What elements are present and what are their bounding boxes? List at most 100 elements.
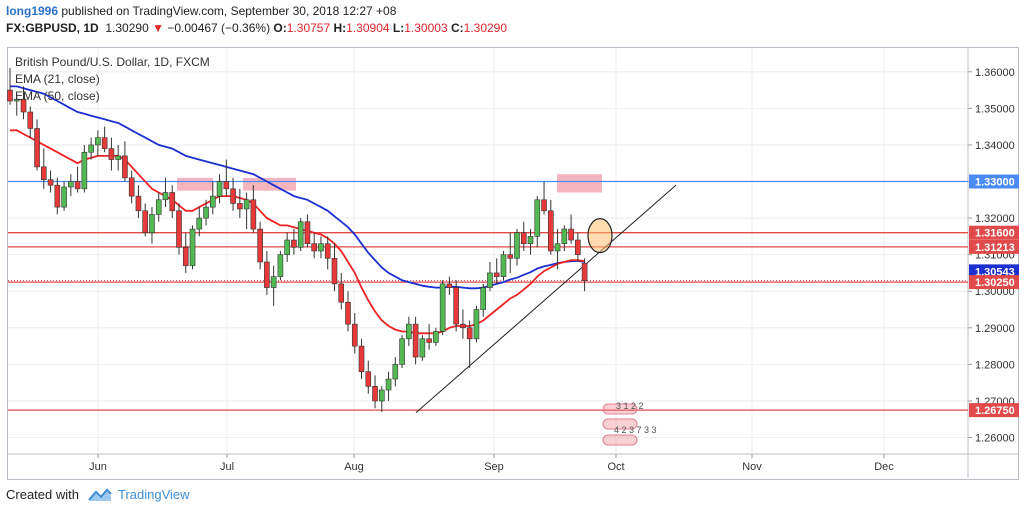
candle[interactable] xyxy=(554,243,561,252)
tradingview-brand[interactable]: TradingView xyxy=(117,487,190,502)
candle[interactable] xyxy=(412,323,419,358)
economic-event-icon[interactable] xyxy=(602,418,638,430)
candle[interactable] xyxy=(74,181,81,190)
candle[interactable] xyxy=(345,301,351,325)
candle[interactable] xyxy=(284,239,290,255)
candle[interactable] xyxy=(115,155,121,160)
candle[interactable] xyxy=(365,371,372,387)
candle[interactable] xyxy=(189,228,196,266)
candle[interactable] xyxy=(304,221,311,244)
candle[interactable] xyxy=(460,323,466,329)
resistance-zone[interactable] xyxy=(243,177,296,191)
candle[interactable] xyxy=(68,181,74,188)
candle[interactable] xyxy=(392,364,399,380)
candle[interactable] xyxy=(426,338,432,343)
candle[interactable] xyxy=(95,137,101,146)
candle[interactable] xyxy=(122,155,128,179)
candle[interactable] xyxy=(7,89,13,102)
candle[interactable] xyxy=(101,137,108,149)
candle[interactable] xyxy=(20,98,27,113)
candle[interactable] xyxy=(480,287,487,310)
candle[interactable] xyxy=(575,239,581,255)
candle[interactable] xyxy=(47,179,54,186)
candle[interactable] xyxy=(507,254,514,259)
candle[interactable] xyxy=(500,254,507,277)
candle[interactable] xyxy=(203,206,209,219)
candle[interactable] xyxy=(223,181,230,190)
candle[interactable] xyxy=(433,331,439,343)
candle[interactable] xyxy=(169,192,176,212)
candle[interactable] xyxy=(182,247,189,266)
legend-ema50[interactable]: EMA (50, close) xyxy=(15,89,100,103)
candle[interactable] xyxy=(108,148,115,160)
candle[interactable] xyxy=(243,199,250,210)
candle[interactable] xyxy=(128,177,135,197)
candle[interactable] xyxy=(34,128,40,168)
candle[interactable] xyxy=(493,272,500,277)
candle[interactable] xyxy=(399,338,405,365)
economic-event-icon[interactable] xyxy=(602,434,638,446)
candle[interactable] xyxy=(297,221,304,248)
candle[interactable] xyxy=(331,258,338,285)
candle[interactable] xyxy=(372,386,378,402)
candle[interactable] xyxy=(439,283,446,332)
resistance-zone[interactable] xyxy=(177,177,213,191)
candle[interactable] xyxy=(466,327,473,340)
economic-event-icon[interactable] xyxy=(602,403,638,415)
pattern-highlight-ellipse[interactable] xyxy=(587,218,613,254)
candle[interactable] xyxy=(230,188,236,204)
candle[interactable] xyxy=(453,287,459,325)
candle[interactable] xyxy=(264,261,270,288)
candle[interactable] xyxy=(135,195,142,212)
candle[interactable] xyxy=(27,111,34,129)
candle[interactable] xyxy=(446,283,453,288)
candle[interactable] xyxy=(176,210,182,248)
candle[interactable] xyxy=(419,338,426,358)
candle[interactable] xyxy=(534,199,541,237)
candle[interactable] xyxy=(514,232,520,259)
candle[interactable] xyxy=(257,228,263,263)
candle[interactable] xyxy=(318,243,324,252)
candle[interactable] xyxy=(378,389,385,402)
candle[interactable] xyxy=(338,283,345,303)
author-name[interactable]: long1996 xyxy=(6,4,59,18)
candle[interactable] xyxy=(216,181,223,197)
ema-price-tag-bg xyxy=(969,264,1019,279)
candle[interactable] xyxy=(210,195,216,208)
candle[interactable] xyxy=(61,186,67,208)
candle[interactable] xyxy=(250,199,257,230)
candle[interactable] xyxy=(88,144,94,153)
candle[interactable] xyxy=(473,309,480,340)
candle[interactable] xyxy=(40,166,47,180)
candle[interactable] xyxy=(291,239,297,248)
candle[interactable] xyxy=(561,228,568,244)
candle[interactable] xyxy=(81,151,88,190)
candle[interactable] xyxy=(162,192,169,201)
candle[interactable] xyxy=(142,210,148,234)
candle[interactable] xyxy=(581,263,588,281)
candle[interactable] xyxy=(13,98,20,102)
candle[interactable] xyxy=(196,217,203,230)
candle[interactable] xyxy=(311,243,318,252)
candle[interactable] xyxy=(568,228,574,241)
candle[interactable] xyxy=(527,236,534,244)
candle[interactable] xyxy=(541,199,547,212)
candle[interactable] xyxy=(54,184,61,208)
candle[interactable] xyxy=(406,323,412,340)
candle[interactable] xyxy=(547,210,554,252)
candle[interactable] xyxy=(270,276,277,288)
candle[interactable] xyxy=(324,243,331,259)
candle[interactable] xyxy=(149,214,155,234)
candle[interactable] xyxy=(237,203,243,210)
uptrend-line[interactable] xyxy=(415,184,677,414)
candle[interactable] xyxy=(487,272,493,288)
resistance-zone[interactable] xyxy=(557,174,602,193)
candle[interactable] xyxy=(155,199,162,215)
candle[interactable] xyxy=(520,232,527,244)
candle[interactable] xyxy=(358,345,365,373)
candle[interactable] xyxy=(277,254,284,277)
legend-ema21[interactable]: EMA (21, close) xyxy=(15,72,100,86)
candle[interactable] xyxy=(351,323,358,347)
candle[interactable] xyxy=(385,378,392,391)
